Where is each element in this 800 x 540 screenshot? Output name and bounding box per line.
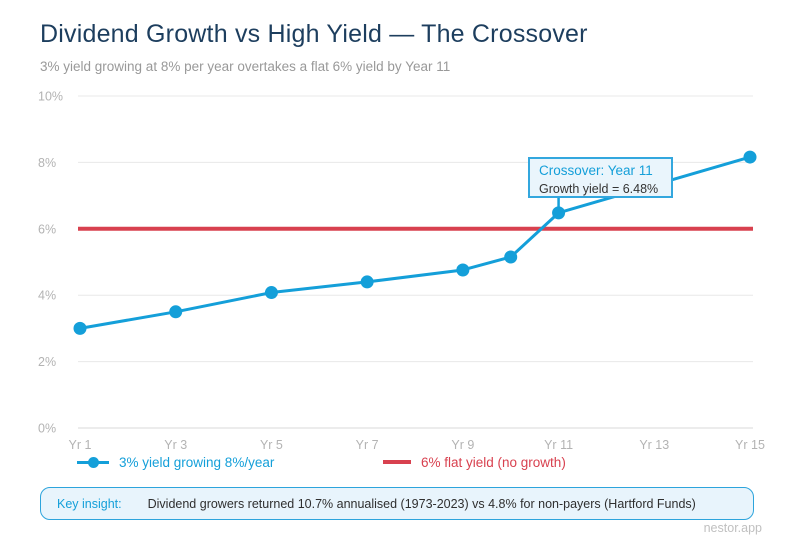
x-tick-label: Yr 5 — [260, 438, 283, 452]
x-tick-label: Yr 9 — [451, 438, 474, 452]
data-point — [504, 250, 518, 264]
y-tick-label: 4% — [38, 289, 56, 303]
annotation-title: Crossover: Year 11 — [539, 163, 653, 178]
data-point — [169, 305, 183, 319]
growth-yield-line — [78, 155, 752, 330]
key-insight-label: Key insight: — [57, 496, 122, 511]
data-point — [456, 263, 470, 277]
key-insight-text: Dividend growers returned 10.7% annualis… — [147, 496, 696, 511]
annotation-detail: Growth yield = 6.48% — [539, 181, 659, 196]
data-point — [264, 286, 278, 300]
key-insight-box: Key insight: Dividend growers returned 1… — [40, 487, 754, 520]
watermark: nestor.app — [703, 521, 762, 535]
legend-item-growth[interactable]: 3% yield growing 8%/year — [77, 452, 274, 472]
x-tick-label: Yr 15 — [735, 438, 765, 452]
line-chart: 0% 2% 4% 6% 8% 10% Yr 1 Yr 3 Yr 5 Yr 7 Yr 9 Yr 11 Yr… — [38, 90, 765, 453]
x-tick-label: Yr 11 — [544, 438, 573, 452]
x-tick-label: Yr 3 — [164, 438, 187, 452]
crossover-annotation: Crossover: Year 11 Growth yield = 6.48% — [528, 157, 673, 198]
y-tick-label: 0% — [38, 422, 56, 436]
data-point — [743, 150, 757, 164]
data-point — [73, 321, 87, 335]
x-tick-label: Yr 1 — [69, 438, 92, 452]
legend-growth-line-marker-icon — [77, 455, 109, 469]
legend-flat-line-marker-icon — [383, 455, 411, 469]
x-tick-label: Yr 13 — [639, 438, 669, 452]
page-title: Dividend Growth vs High Yield — The Cros… — [40, 20, 588, 48]
x-tick-label: Yr 7 — [356, 438, 379, 452]
legend-growth-label: 3% yield growing 8%/year — [119, 454, 275, 470]
y-tick-label: 2% — [38, 355, 56, 369]
data-point — [552, 206, 566, 220]
y-tick-label: 8% — [38, 156, 56, 170]
y-tick-label: 6% — [38, 222, 56, 236]
legend-item-flat[interactable]: 6% flat yield (no growth) — [383, 452, 566, 472]
page-subtitle: 3% yield growing at 8% per year overtake… — [40, 59, 451, 74]
legend-flat-label: 6% flat yield (no growth) — [421, 454, 566, 470]
y-tick-label: 10% — [38, 90, 63, 104]
chart-legend: 3% yield growing 8%/year 6% flat yield (… — [0, 452, 800, 472]
data-point — [360, 275, 374, 289]
